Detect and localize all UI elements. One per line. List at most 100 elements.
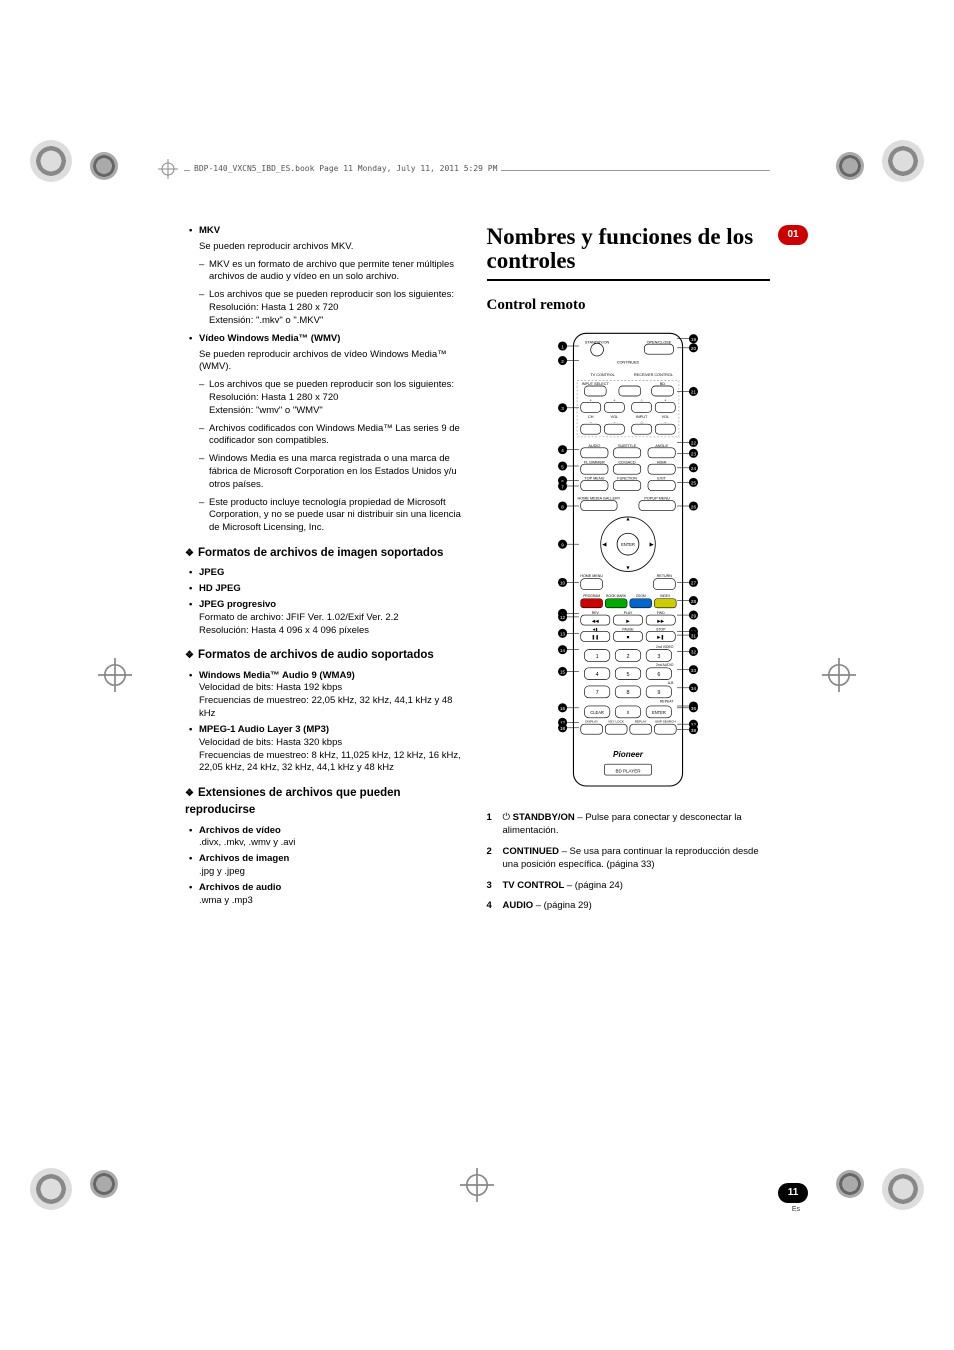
svg-text:AUDIO: AUDIO	[589, 443, 601, 447]
running-header: BDP-140_VXCN5_IBD_ES.book Page 11 Monday…	[190, 164, 501, 173]
svg-text:33: 33	[691, 667, 697, 672]
svg-text:▶: ▶	[650, 542, 654, 548]
callout-2: 2 CONTINUED – Se usa para continuar la r…	[487, 846, 771, 872]
svg-text:ZOOM: ZOOM	[636, 593, 646, 597]
svg-text:19: 19	[691, 337, 697, 342]
svg-text:POPUP MENU: POPUP MENU	[645, 496, 671, 500]
text: Formato de archivo: JFIF Ver. 1.02/Exif …	[199, 612, 399, 623]
svg-text:2nd AUDIO: 2nd AUDIO	[656, 663, 674, 667]
extensions-heading: ❖Extensiones de archivos que pueden repr…	[185, 785, 469, 820]
ext-image: Archivos de imagen .jpg y .jpeg	[185, 853, 469, 879]
svg-text:FUNCTION: FUNCTION	[618, 476, 638, 480]
sub-title: Control remoto	[487, 295, 771, 315]
callout-1: 1 ⏻ STANDBY/ON – Pulse para conectar y d…	[487, 812, 771, 838]
svg-text:DISPLAY: DISPLAY	[585, 719, 598, 723]
text: – (página 24)	[564, 880, 623, 891]
crop-mark	[836, 152, 864, 180]
callout-3: 3 TV CONTROL – (página 24)	[487, 880, 771, 893]
svg-text:FWD: FWD	[657, 611, 665, 615]
crop-mark	[836, 1170, 864, 1198]
text: Resolución: Hasta 1 280 x 720	[209, 302, 338, 313]
svg-text:32: 32	[691, 649, 697, 654]
wmv-intro: Se pueden reproducir archivos de vídeo W…	[185, 349, 469, 375]
text: Velocidad de bits: Hasta 320 kbps	[199, 737, 342, 748]
svg-text:STANDBY/ON: STANDBY/ON	[585, 340, 610, 344]
svg-text:■: ■	[627, 634, 630, 639]
svg-text:28: 28	[691, 598, 697, 603]
ext-video: Archivos de vídeo .divx, .mkv, .wmv y .a…	[185, 825, 469, 851]
svg-text:▶▶: ▶▶	[657, 618, 664, 623]
svg-text:FL DIMMER: FL DIMMER	[584, 460, 605, 464]
svg-text:▲: ▲	[626, 516, 631, 522]
text: Resolución: Hasta 4 096 x 4 096 píxeles	[199, 625, 369, 636]
wmv-b3: Windows Media es una marca registrada o …	[185, 453, 469, 491]
page-number-badge: 11	[778, 1183, 808, 1203]
svg-text:9: 9	[658, 690, 661, 696]
mkv-b1: MKV es un formato de archivo que permite…	[185, 259, 469, 285]
svg-text:HDMI: HDMI	[657, 460, 667, 464]
svg-text:TV CONTROL: TV CONTROL	[591, 373, 615, 377]
svg-text:◀: ◀	[603, 542, 607, 548]
svg-text:RECEIVER CONTROL: RECEIVER CONTROL	[634, 373, 673, 377]
svg-text:RETURN: RETURN	[657, 573, 672, 577]
svg-text:7: 7	[596, 690, 599, 696]
text: MPEG-1 Audio Layer 3 (MP3)	[199, 724, 329, 735]
svg-text:CH: CH	[588, 414, 594, 418]
mkv-title: MKV	[185, 225, 469, 238]
label: AUDIO	[503, 900, 534, 911]
wmv-b4: Este producto incluye tecnología propied…	[185, 497, 469, 535]
svg-text:PLAY: PLAY	[624, 611, 633, 615]
svg-text:SUBTITLE: SUBTITLE	[618, 443, 637, 447]
power-icon: ⏻	[503, 812, 511, 823]
ext-audio: Archivos de audio .wma y .mp3	[185, 882, 469, 908]
svg-text:REV: REV	[592, 611, 600, 615]
registration-mark	[460, 1168, 494, 1202]
crop-mark	[30, 1168, 72, 1210]
svg-text:6: 6	[658, 672, 661, 678]
num: 4	[487, 900, 492, 913]
registration-mark	[822, 658, 856, 692]
svg-text:HOME MEDIA GALLERY: HOME MEDIA GALLERY	[578, 496, 621, 500]
svg-text:PROGRAM: PROGRAM	[583, 593, 600, 597]
svg-text:4: 4	[596, 672, 599, 678]
audio-formats-heading: ❖Formatos de archivos de audio soportado…	[185, 647, 469, 664]
svg-text:KEY LOCK: KEY LOCK	[609, 719, 625, 723]
main-title: Nombres y funciones de los controles	[487, 225, 771, 273]
svg-text:STOP: STOP	[656, 627, 666, 631]
text: – (página 29)	[533, 900, 592, 911]
svg-text:36: 36	[691, 706, 697, 711]
wmv-title: Vídeo Windows Media™ (WMV)	[185, 333, 469, 346]
svg-text:SKIP SEARCH: SKIP SEARCH	[655, 719, 676, 723]
page-lang: Es	[792, 1205, 800, 1214]
svg-text:22: 22	[691, 440, 697, 445]
svg-text:CD/SACD: CD/SACD	[619, 460, 636, 464]
svg-text:14: 14	[560, 647, 566, 652]
text: Frecuencias de muestreo: 22,05 kHz, 32 k…	[199, 695, 452, 719]
text: Extensión: ".mkv" o ".MKV"	[209, 315, 323, 326]
svg-text:18: 18	[560, 726, 566, 731]
jpeg: JPEG	[185, 567, 469, 580]
svg-text:⌂: ⌂	[641, 420, 643, 424]
mkv-b2: Los archivos que se pueden reproducir so…	[185, 289, 469, 327]
mkv-intro: Se pueden reproducir archivos MKV.	[185, 241, 469, 254]
mp3: MPEG-1 Audio Layer 3 (MP3) Velocidad de …	[185, 724, 469, 775]
svg-text:10: 10	[560, 580, 566, 585]
svg-text:8: 8	[627, 690, 630, 696]
label: CONTINUED	[503, 846, 559, 857]
svg-text:13: 13	[560, 631, 566, 636]
text: Frecuencias de muestreo: 8 kHz, 11,025 k…	[199, 750, 461, 774]
right-column: 01 Nombres y funciones de los controles …	[487, 225, 771, 921]
svg-text:⌂: ⌂	[641, 398, 643, 402]
text: Archivos de vídeo	[199, 825, 281, 836]
svg-text:26: 26	[691, 504, 697, 509]
svg-text:1: 1	[596, 653, 599, 659]
svg-text:▶: ▶	[627, 618, 631, 623]
svg-text:16: 16	[560, 706, 566, 711]
svg-text:REPEAT: REPEAT	[660, 699, 674, 703]
svg-text:25: 25	[691, 480, 697, 485]
label: STANDBY/ON	[513, 812, 575, 823]
svg-text:5: 5	[627, 672, 630, 678]
svg-text:TOP MENU: TOP MENU	[585, 476, 605, 480]
text: .jpg y .jpeg	[199, 866, 245, 877]
svg-text:EXIT: EXIT	[658, 476, 667, 480]
